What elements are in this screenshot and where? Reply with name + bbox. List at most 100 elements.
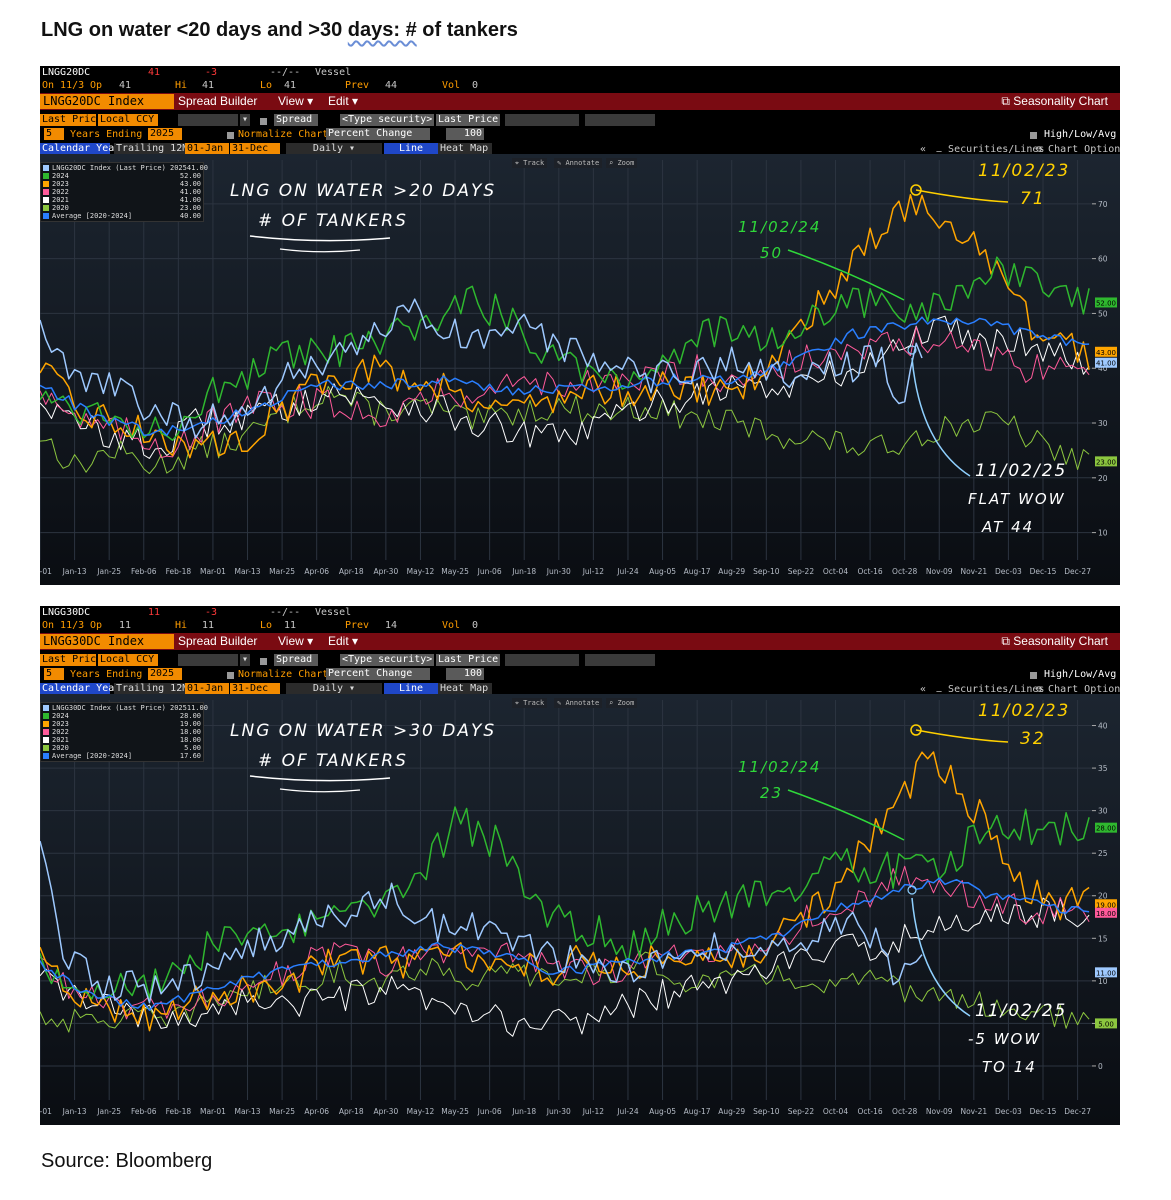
seasonality-chart-button[interactable]: ⧉ Seasonality Chart bbox=[1001, 633, 1108, 650]
field-last-price-2[interactable]: Last Price bbox=[436, 114, 500, 126]
blank-select-3[interactable] bbox=[585, 654, 655, 666]
spread-label: Spread bbox=[274, 654, 318, 666]
type-security-input[interactable]: <Type security> bbox=[340, 654, 434, 666]
y-tick-label: 40 bbox=[1098, 722, 1108, 731]
series-line-lngg30dc-index-last-price-2025[interactable] bbox=[40, 840, 923, 1004]
years-count[interactable]: 5 bbox=[44, 668, 64, 680]
spread-checkbox[interactable] bbox=[260, 115, 271, 129]
series-line-2022[interactable] bbox=[40, 326, 1090, 459]
to-date-input[interactable]: 31-Dec bbox=[230, 683, 280, 695]
series-line-2021[interactable] bbox=[40, 897, 1090, 1037]
securities-lines-button[interactable]: ⚊ Securities/Lines bbox=[936, 143, 1044, 157]
series-line-2020[interactable] bbox=[40, 951, 1090, 1033]
frequency-select[interactable]: Daily ▾ bbox=[286, 683, 382, 695]
spread-builder-menu[interactable]: Spread Builder bbox=[178, 634, 258, 648]
trailing-12m-tab[interactable]: Trailing 12M bbox=[114, 683, 189, 695]
normalize-checkbox[interactable] bbox=[227, 129, 238, 143]
view-menu[interactable]: View ▾ bbox=[278, 94, 314, 108]
blank-select-1[interactable] bbox=[178, 114, 238, 126]
from-date-input[interactable]: 01-Jan bbox=[185, 143, 229, 155]
chart-plot-area[interactable]: Jan-01 Jan-13 Jan-25 Feb-06 Feb-18 Mar-01 Mar-… bbox=[40, 154, 1120, 585]
annotation-text: TO 14 bbox=[982, 1058, 1037, 1076]
edit-menu[interactable]: Edit ▾ bbox=[328, 634, 359, 648]
legend-swatch bbox=[43, 189, 49, 195]
blank-select-3[interactable] bbox=[585, 114, 655, 126]
x-tick-label: Jun-18 bbox=[511, 1107, 536, 1116]
high-low-checkbox[interactable] bbox=[1030, 129, 1041, 143]
chart-options-button[interactable]: ⚙ Chart Options bbox=[1036, 683, 1120, 697]
calendar-year-tab[interactable]: Calendar Year bbox=[40, 143, 121, 155]
series-line-2023[interactable] bbox=[40, 193, 1090, 459]
seasonality-chart-svg[interactable]: Jan-01 Jan-13 Jan-25 Feb-06 Feb-18 Mar-01 Mar-… bbox=[40, 694, 1120, 1125]
normalize-checkbox[interactable] bbox=[227, 669, 238, 683]
track-button[interactable]: ⌖ Track bbox=[512, 158, 548, 168]
x-tick-label: Jan-25 bbox=[96, 1107, 121, 1116]
legend-item: Average [2020-2024] 40.00 bbox=[43, 212, 201, 220]
blank-select-1[interactable] bbox=[178, 654, 238, 666]
x-tick-label: Oct-28 bbox=[892, 567, 917, 576]
chevron-down-icon[interactable]: ▾ bbox=[240, 654, 250, 666]
ccy-select[interactable]: Local CCY bbox=[98, 654, 158, 666]
heat-map-tab[interactable]: Heat Map bbox=[438, 683, 492, 695]
securities-lines-button[interactable]: ⚊ Securities/Lines bbox=[936, 683, 1044, 697]
zoom-button[interactable]: ⌕ Zoom bbox=[606, 698, 638, 708]
annotate-button[interactable]: ✎ Annotate bbox=[554, 698, 603, 708]
heat-map-tab[interactable]: Heat Map bbox=[438, 143, 492, 155]
view-menu[interactable]: View ▾ bbox=[278, 634, 314, 648]
percent-change-select[interactable]: Percent Change bbox=[326, 128, 430, 140]
chart-plot-area[interactable]: Jan-01 Jan-13 Jan-25 Feb-06 Feb-18 Mar-01 Mar-… bbox=[40, 694, 1120, 1125]
spread-checkbox[interactable] bbox=[260, 655, 271, 669]
legend-swatch bbox=[43, 745, 49, 751]
x-tick-label: May-25 bbox=[441, 1107, 469, 1116]
to-date-input[interactable]: 31-Dec bbox=[230, 143, 280, 155]
years-count[interactable]: 5 bbox=[44, 128, 64, 140]
series-line-average-2020-2024-[interactable] bbox=[40, 877, 1090, 1011]
annotate-button[interactable]: ✎ Annotate bbox=[554, 158, 603, 168]
ccy-select[interactable]: Local CCY bbox=[98, 114, 158, 126]
years-end-input[interactable]: 2025 bbox=[148, 128, 182, 140]
collapse-icon[interactable]: « bbox=[920, 684, 927, 695]
percent-change-select[interactable]: Percent Change bbox=[326, 668, 430, 680]
years-row: 5 Years Ending 2025 Normalize Chart Perc… bbox=[40, 667, 1120, 681]
series-line-2022[interactable] bbox=[40, 865, 1090, 1020]
blank-select-2[interactable] bbox=[505, 114, 579, 126]
chevron-down-icon[interactable]: ▾ bbox=[240, 114, 250, 126]
chart-options-button[interactable]: ⚙ Chart Options bbox=[1036, 143, 1120, 157]
high-low-checkbox[interactable] bbox=[1030, 669, 1041, 683]
series-line-2024[interactable] bbox=[40, 806, 1090, 1000]
field-last-price-2[interactable]: Last Price bbox=[436, 654, 500, 666]
index-bar: LNGG30DC Index Spread Builder View ▾ Edi… bbox=[40, 633, 1120, 650]
frequency-select[interactable]: Daily ▾ bbox=[286, 143, 382, 155]
line-mode-tab[interactable]: Line bbox=[384, 683, 438, 695]
seasonality-chart-button[interactable]: ⧉ Seasonality Chart bbox=[1001, 93, 1108, 110]
y-tick-label: 15 bbox=[1098, 934, 1108, 943]
zoom-button[interactable]: ⌕ Zoom bbox=[606, 158, 638, 168]
series-line-average-2020-2024-[interactable] bbox=[40, 316, 1090, 437]
type-security-input[interactable]: <Type security> bbox=[340, 114, 434, 126]
field-last-price[interactable]: Last Price bbox=[40, 654, 103, 666]
spread-builder-menu[interactable]: Spread Builder bbox=[178, 94, 258, 108]
normalize-label: Normalize Chart bbox=[238, 669, 329, 680]
track-button[interactable]: ⌖ Track bbox=[512, 698, 548, 708]
base-input[interactable]: 100 bbox=[446, 668, 484, 680]
last-value: 11 bbox=[148, 607, 161, 618]
last-value-tag bbox=[1095, 899, 1117, 910]
collapse-icon[interactable]: « bbox=[920, 144, 927, 155]
from-date-input[interactable]: 01-Jan bbox=[185, 683, 229, 695]
index-name[interactable]: LNGG20DC Index bbox=[40, 94, 174, 109]
blank-select-2[interactable] bbox=[505, 654, 579, 666]
x-tick-label: Nov-21 bbox=[960, 567, 987, 576]
seasonality-chart-svg[interactable]: Jan-01 Jan-13 Jan-25 Feb-06 Feb-18 Mar-01 Mar-… bbox=[40, 154, 1120, 585]
field-last-price[interactable]: Last Price bbox=[40, 114, 103, 126]
years-end-input[interactable]: 2025 bbox=[148, 668, 182, 680]
pencil-icon: ✎ bbox=[557, 699, 566, 707]
base-input[interactable]: 100 bbox=[446, 128, 484, 140]
line-mode-tab[interactable]: Line bbox=[384, 143, 438, 155]
calendar-year-tab[interactable]: Calendar Year bbox=[40, 683, 121, 695]
chart-options-label: Chart Options bbox=[1048, 684, 1120, 695]
edit-menu[interactable]: Edit ▾ bbox=[328, 94, 359, 108]
index-name[interactable]: LNGG30DC Index bbox=[40, 634, 174, 649]
series-line-2024[interactable] bbox=[40, 256, 1090, 442]
trailing-12m-tab[interactable]: Trailing 12M bbox=[114, 143, 189, 155]
series-line-lngg20dc-index-last-price-2025[interactable] bbox=[40, 298, 923, 439]
